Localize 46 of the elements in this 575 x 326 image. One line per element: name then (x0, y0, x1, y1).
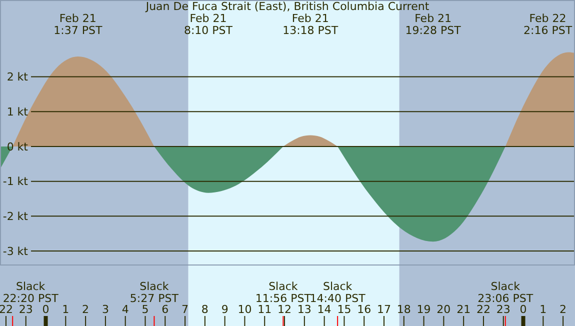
y-tick-label: 0 kt (6, 140, 29, 154)
annotation: Feb 21 19:28 PST (405, 12, 462, 37)
x-tick-label: 4 (122, 303, 129, 316)
x-tick-label: 22 (476, 303, 490, 316)
x-tick-label: 0 (520, 303, 527, 316)
x-tick-label: 10 (238, 303, 252, 316)
x-tick-label: 3 (102, 303, 109, 316)
x-tick-label: 2 (560, 303, 567, 316)
x-tick-label: 1 (62, 303, 70, 316)
ref-line-label: Slack 14:40 PST (310, 280, 366, 305)
annotation: Feb 21 8:10 PST (184, 12, 233, 37)
y-tick-label: -1 kt (2, 175, 29, 188)
x-tick-label: 23 (18, 303, 33, 316)
x-tick-label: 22 (0, 303, 13, 316)
x-tick-label: 14 (317, 303, 332, 316)
x-tick-label: 6 (162, 303, 169, 316)
annotation: Feb 22 2:16 PST (524, 12, 572, 37)
x-tick-label: 18 (396, 303, 411, 316)
x-tick-label: 9 (221, 303, 228, 316)
annotation: Feb 21 1:37 PST (54, 12, 102, 37)
x-tick-label: 11 (258, 303, 272, 316)
y-tick-label: 1 kt (6, 105, 29, 118)
x-tick-label: 12 (278, 303, 292, 316)
y-tick-label: -3 kt (2, 244, 29, 258)
x-tick-label: 1 (540, 303, 547, 316)
x-tick-label: 20 (436, 303, 451, 316)
x-tick-label: 19 (416, 303, 431, 316)
x-tick-label: 8 (201, 303, 208, 316)
x-tick-label: 16 (357, 303, 372, 316)
ref-line-label: Slack 23:06 PST (478, 280, 534, 305)
x-tick-label: 5 (142, 303, 149, 316)
x-tick-label: 17 (376, 303, 391, 316)
x-tick-label: 2 (82, 303, 90, 316)
ref-line-label: Slack 22:20 PST (2, 280, 59, 305)
y-tick-label: -2 kt (2, 210, 29, 224)
x-tick-label: 23 (496, 303, 510, 316)
x-tick-label: 15 (337, 303, 352, 316)
annotation: Feb 21 13:18 PST (282, 12, 338, 37)
x-tick-label: 13 (297, 303, 312, 316)
x-tick-label: 21 (456, 303, 471, 316)
y-tick-label: 2 kt (6, 70, 29, 84)
x-tick-label: 7 (182, 303, 189, 316)
chart-title: Juan De Fuca Strait (East), British Columbia Current (144, 0, 430, 13)
ref-line-label: Slack 11:56 PST (255, 280, 312, 305)
ref-line-label: Slack 5:27 PST (130, 280, 179, 305)
x-tick-label: 0 (42, 303, 50, 316)
